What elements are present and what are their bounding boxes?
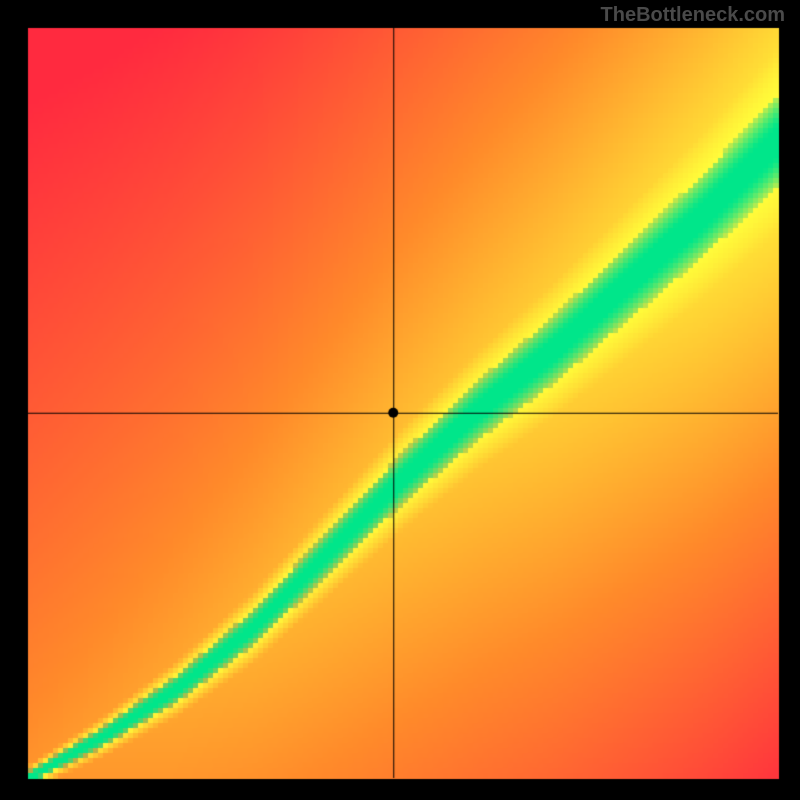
chart-container: TheBottleneck.com [0, 0, 800, 800]
bottleneck-heatmap [0, 0, 800, 800]
watermark-text: TheBottleneck.com [601, 4, 785, 27]
